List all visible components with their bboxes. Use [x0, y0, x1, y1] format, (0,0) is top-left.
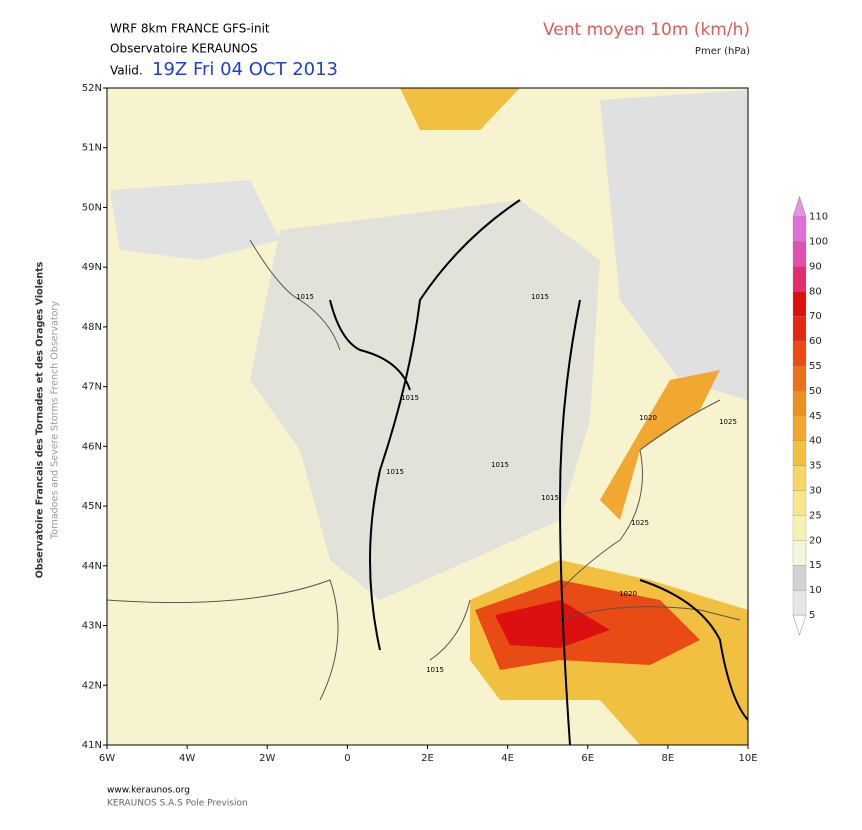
field-subtitle: Pmer (hPa) [695, 46, 750, 57]
valid-prefix: Valid. [110, 64, 143, 78]
colorbar-label: 40 [809, 436, 822, 447]
y-tick-label: 51N [82, 143, 102, 154]
colorbar-band [792, 266, 807, 292]
colorbar-label: 80 [809, 286, 822, 297]
colorbar-high [792, 195, 807, 217]
colorbar-band [792, 465, 807, 491]
y-tick-label: 48N [82, 322, 102, 333]
x-tick-label: 4E [501, 753, 514, 764]
isobar-label: 1025 [719, 418, 737, 426]
y-tick-label: 49N [82, 262, 102, 273]
y-tick-label: 45N [82, 501, 102, 512]
side-label-en: Tornadoes and Severe Storms French Obser… [50, 301, 61, 540]
colorbar-band [792, 316, 807, 342]
colorbar-band [792, 390, 807, 416]
isobar-label: 1025 [631, 519, 649, 527]
isobar-label: 1015 [401, 394, 419, 402]
y-tick-label: 50N [82, 202, 102, 213]
colorbar-label: 35 [809, 461, 822, 472]
x-tick-label: 0 [344, 753, 350, 764]
x-tick-label: 4W [179, 753, 195, 764]
colorbar-low [792, 614, 807, 636]
isobar-label: 1020 [639, 414, 657, 422]
colorbar-band [792, 415, 807, 441]
side-label-fr: Observatoire Francais des Tornades et de… [35, 261, 46, 578]
x-tick-label: 6W [99, 753, 115, 764]
colorbar-label: 15 [809, 560, 822, 571]
colorbar-label: 90 [809, 261, 822, 272]
y-tick-label: 42N [82, 680, 102, 691]
colorbar-band [792, 440, 807, 466]
x-tick-label: 2W [259, 753, 275, 764]
colorbar-label: 110 [809, 212, 828, 223]
isobar-label: 1015 [386, 468, 404, 476]
colorbar-label: 10 [809, 585, 822, 596]
colorbar-label: 30 [809, 486, 822, 497]
colorbar-band [792, 365, 807, 392]
colorbar-band [792, 291, 807, 317]
y-tick-label: 43N [82, 621, 102, 632]
colorbar-label: 60 [809, 336, 822, 347]
colorbar-band [792, 565, 807, 591]
colorbar-band [792, 216, 807, 242]
isobar-label: 1015 [296, 293, 314, 301]
colorbar-label: 45 [809, 411, 822, 422]
x-tick-label: 6E [581, 753, 594, 764]
colorbar-label: 25 [809, 510, 822, 521]
isobar-label: 1020 [619, 590, 637, 598]
colorbar-band [792, 515, 807, 541]
isobar-label: 1015 [531, 293, 549, 301]
isobar-label: 1015 [491, 461, 509, 469]
y-tick-label: 41N [82, 740, 102, 751]
footer-site: www.keraunos.org [107, 786, 190, 796]
y-tick-label: 47N [82, 382, 102, 393]
x-tick-label: 2E [421, 753, 434, 764]
y-tick-label: 52N [82, 83, 102, 94]
isobar-label: 1015 [426, 666, 444, 674]
colorbar-band [792, 241, 807, 267]
colorbar-label: 5 [809, 610, 815, 621]
colorbar-label: 70 [809, 311, 822, 322]
map-area [107, 88, 748, 745]
colorbar-label: 20 [809, 535, 822, 546]
colorbar-label: 50 [809, 386, 822, 397]
org-label: Observatoire KERAUNOS [110, 42, 258, 56]
model-label: WRF 8km FRANCE GFS-init [110, 22, 270, 36]
colorbar-band [792, 490, 807, 516]
x-tick-label: 8E [662, 753, 675, 764]
field-title: Vent moyen 10m (km/h) [543, 20, 750, 40]
footer-company: KERAUNOS S.A.S Pole Prevision [107, 799, 248, 809]
colorbar-label: 100 [809, 237, 828, 248]
y-tick-label: 44N [82, 561, 102, 572]
colorbar-band [792, 540, 807, 566]
colorbar-band [792, 589, 807, 616]
y-tick-label: 46N [82, 441, 102, 452]
isobar-label: 1015 [541, 494, 559, 502]
valid-time: 19Z Fri 04 OCT 2013 [152, 59, 338, 80]
x-tick-label: 10E [738, 753, 757, 764]
colorbar-label: 55 [809, 361, 822, 372]
colorbar-band [792, 340, 807, 367]
